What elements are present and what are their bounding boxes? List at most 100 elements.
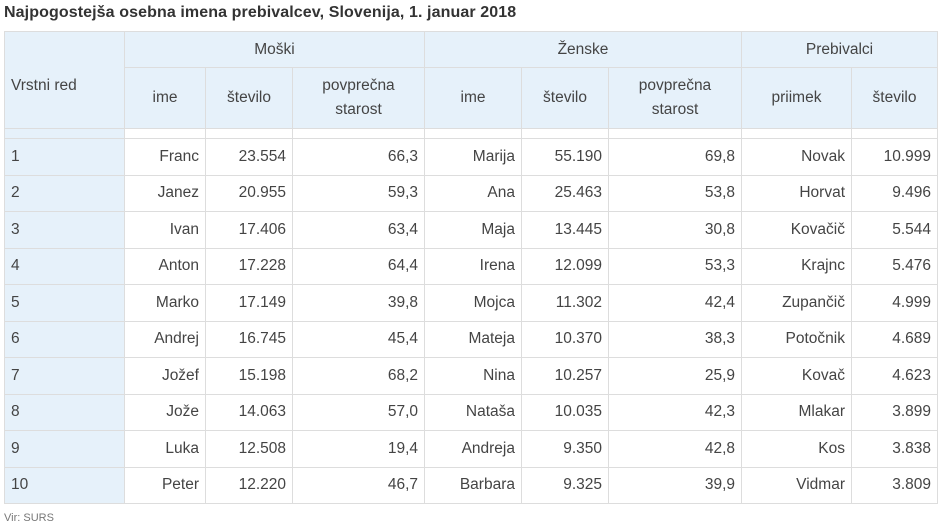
male-name-cell: Jožef (124, 357, 206, 395)
header-surname-count: število (850, 67, 939, 129)
surname-count-cell: 4.999 (850, 284, 939, 322)
header-female-age-line1: povprečna (638, 77, 712, 94)
female-age-cell: 30,8 (608, 211, 742, 249)
table-row: 5 Marko 17.149 39,8 Mojca 11.302 42,4 Zupančič 4… (4, 284, 939, 322)
male-name-cell: Ivan (124, 211, 206, 249)
surname-count-cell: 3.809 (850, 466, 939, 504)
header-surname: priimek (741, 67, 852, 129)
female-name-cell: Barbara (424, 466, 522, 504)
female-age-cell: 42,4 (608, 284, 742, 322)
male-name-cell: Anton (124, 247, 206, 285)
male-age-cell: 46,7 (292, 466, 425, 504)
table-row: 4 Anton 17.228 64,4 Irena 12.099 53,3 Krajnc 5.4… (4, 247, 939, 285)
male-name-cell: Janez (124, 174, 206, 212)
header-female-age: povprečna starost (608, 67, 742, 129)
female-age-cell: 53,8 (608, 174, 742, 212)
male-name-cell: Jože (124, 393, 206, 431)
spacer-cell (608, 128, 742, 139)
header-male-age: povprečna starost (292, 67, 425, 129)
header-female-name: ime (424, 67, 522, 129)
female-count-cell: 55.190 (521, 138, 609, 176)
female-name-cell: Mateja (424, 320, 522, 358)
female-age-cell: 25,9 (608, 357, 742, 395)
surname-count-cell: 3.899 (850, 393, 939, 431)
surname-count-cell: 5.476 (850, 247, 939, 285)
source-note: Vir: SURS (4, 512, 54, 524)
female-name-cell: Ana (424, 174, 522, 212)
header-male-count: število (205, 67, 293, 129)
spacer-row (4, 128, 939, 139)
male-name-cell: Franc (124, 138, 206, 176)
male-age-cell: 63,4 (292, 211, 425, 249)
rank-cell: 4 (4, 247, 125, 285)
spacer-cell (124, 128, 206, 139)
rank-cell: 2 (4, 174, 125, 212)
female-count-cell: 10.370 (521, 320, 609, 358)
table-row: 1 Franc 23.554 66,3 Marija 55.190 69,8 Novak 10.… (4, 138, 939, 176)
male-count-cell: 14.063 (205, 393, 293, 431)
surname-cell: Mlakar (741, 393, 852, 431)
spacer-cell (741, 128, 852, 139)
header-group-female: Ženske (424, 31, 742, 68)
rank-cell: 1 (4, 138, 125, 176)
male-age-cell: 59,3 (292, 174, 425, 212)
rank-cell: 5 (4, 284, 125, 322)
male-age-cell: 68,2 (292, 357, 425, 395)
rank-cell: 3 (4, 211, 125, 249)
male-name-cell: Peter (124, 466, 206, 504)
header-rank-label: Vrstni red (11, 77, 77, 94)
spacer-cell (4, 128, 125, 139)
rank-cell: 10 (4, 466, 125, 504)
surname-cell: Krajnc (741, 247, 852, 285)
male-count-cell: 17.149 (205, 284, 293, 322)
rank-cell: 6 (4, 320, 125, 358)
male-age-cell: 57,0 (292, 393, 425, 431)
header-female-count: število (521, 67, 609, 129)
male-count-cell: 15.198 (205, 357, 293, 395)
surname-count-cell: 4.689 (850, 320, 939, 358)
spacer-cell (521, 128, 609, 139)
table-body: 1 Franc 23.554 66,3 Marija 55.190 69,8 Novak 10.… (4, 128, 939, 504)
male-age-cell: 66,3 (292, 138, 425, 176)
surname-cell: Vidmar (741, 466, 852, 504)
female-name-cell: Andreja (424, 430, 522, 468)
table-row: 10 Peter 12.220 46,7 Barbara 9.325 39,9 Vidmar 3… (4, 466, 939, 504)
header-group-residents: Prebivalci (740, 31, 939, 68)
male-age-cell: 45,4 (292, 320, 425, 358)
surname-cell: Novak (741, 138, 852, 176)
female-age-cell: 38,3 (608, 320, 742, 358)
table-row: 9 Luka 12.508 19,4 Andreja 9.350 42,8 Kos 3.838 (4, 430, 939, 468)
female-count-cell: 12.099 (521, 247, 609, 285)
female-age-cell: 69,8 (608, 138, 742, 176)
surname-cell: Kovač (741, 357, 852, 395)
spacer-cell (424, 128, 522, 139)
header-female-age-line2: starost (651, 101, 699, 118)
surname-count-cell: 3.838 (850, 430, 939, 468)
female-name-cell: Nina (424, 357, 522, 395)
female-name-cell: Irena (424, 247, 522, 285)
male-count-cell: 12.220 (205, 466, 293, 504)
male-count-cell: 23.554 (205, 138, 293, 176)
table-row: 8 Jože 14.063 57,0 Nataša 10.035 42,3 Mlakar 3.8… (4, 393, 939, 431)
table-row: 2 Janez 20.955 59,3 Ana 25.463 53,8 Horvat 9.496 (4, 174, 939, 212)
male-count-cell: 16.745 (205, 320, 293, 358)
table-row: 6 Andrej 16.745 45,4 Mateja 10.370 38,3 Potočni… (4, 320, 939, 358)
header-male-age-line2: starost (335, 101, 382, 118)
female-age-cell: 39,9 (608, 466, 742, 504)
female-count-cell: 10.257 (521, 357, 609, 395)
surname-count-cell: 9.496 (850, 174, 939, 212)
male-age-cell: 39,8 (292, 284, 425, 322)
male-count-cell: 17.228 (205, 247, 293, 285)
female-age-cell: 42,8 (608, 430, 742, 468)
male-count-cell: 12.508 (205, 430, 293, 468)
rank-cell: 8 (4, 393, 125, 431)
surname-cell: Horvat (741, 174, 852, 212)
male-age-cell: 64,4 (292, 247, 425, 285)
female-count-cell: 25.463 (521, 174, 609, 212)
female-name-cell: Nataša (424, 393, 522, 431)
female-count-cell: 9.325 (521, 466, 609, 504)
female-count-cell: 10.035 (521, 393, 609, 431)
table-title: Najpogostejša osebna imena prebivalcev, … (4, 4, 517, 21)
spacer-cell (205, 128, 293, 139)
male-name-cell: Andrej (124, 320, 206, 358)
